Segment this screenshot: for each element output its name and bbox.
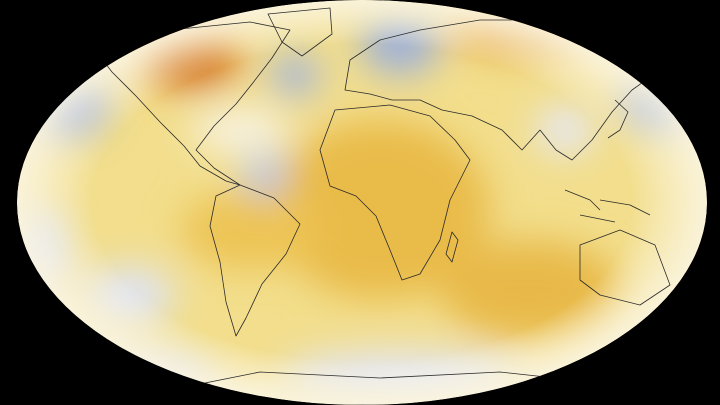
globe xyxy=(17,0,707,405)
africa xyxy=(319,104,471,281)
eurasia xyxy=(344,19,661,161)
australia xyxy=(579,229,671,306)
north-america xyxy=(94,21,291,186)
south-america xyxy=(209,184,301,337)
greenland xyxy=(267,7,333,57)
madagascar xyxy=(445,231,459,263)
japan xyxy=(607,99,629,139)
indonesia xyxy=(564,189,651,223)
